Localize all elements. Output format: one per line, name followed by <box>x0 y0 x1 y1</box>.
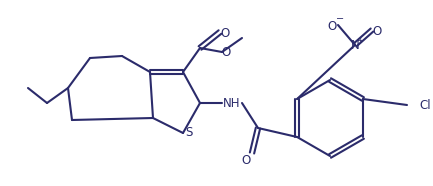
Text: −: − <box>336 14 344 24</box>
Text: +: + <box>356 36 364 44</box>
Text: NH: NH <box>223 97 241 110</box>
Text: O: O <box>221 46 231 59</box>
Text: Cl: Cl <box>419 99 431 111</box>
Text: O: O <box>220 26 229 39</box>
Text: O: O <box>241 155 251 168</box>
Text: N: N <box>351 39 359 52</box>
Text: S: S <box>185 126 193 140</box>
Text: O: O <box>372 25 381 38</box>
Text: O: O <box>327 20 336 33</box>
